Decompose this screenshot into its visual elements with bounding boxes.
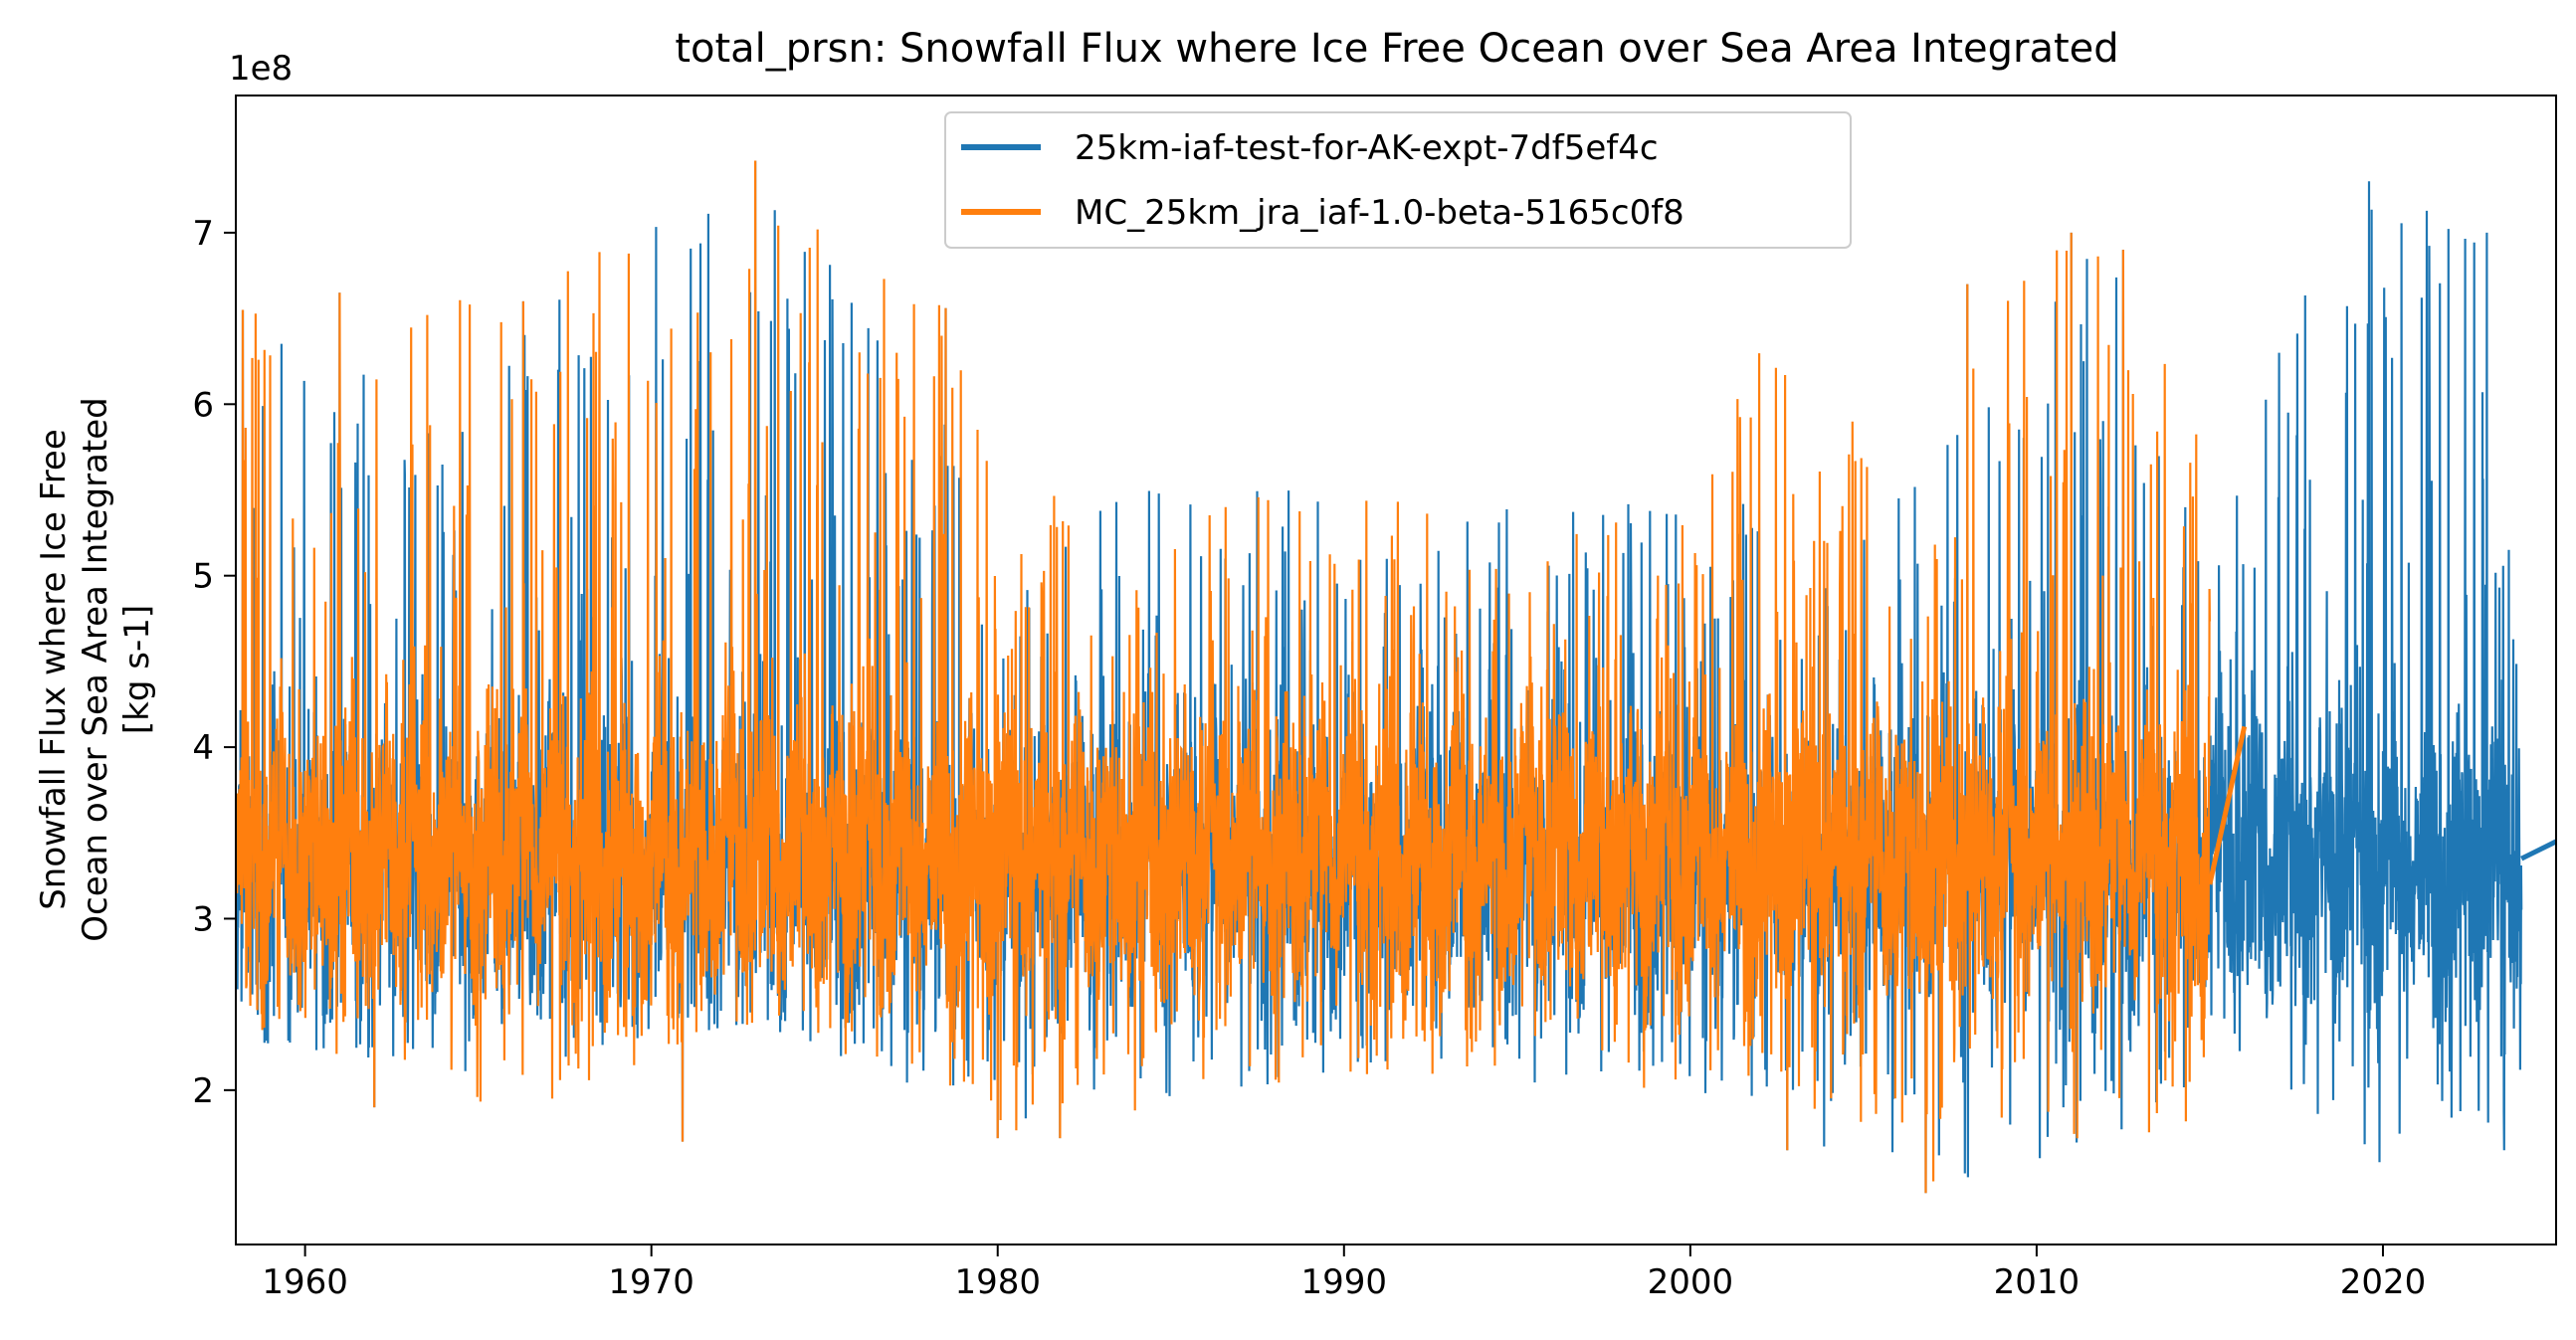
x-axis: 1960 1970 1980 1990 2000 2010 2020	[262, 1244, 2426, 1302]
x-tick-label: 2000	[1648, 1262, 1734, 1302]
y-tick-label: 4	[192, 728, 214, 768]
y-axis-title-line-3: [kg s-1]	[117, 605, 157, 734]
y-tick-label: 5	[192, 557, 214, 597]
y-axis-title: Snowfall Flux where Ice Free Ocean over …	[34, 397, 157, 941]
plot-frame	[235, 95, 2557, 1245]
series-line-mc-25km-jra	[236, 160, 2211, 1194]
y-axis-title-line-2: Ocean over Sea Area Integrated	[76, 397, 115, 941]
legend-box	[944, 111, 1852, 249]
series-layer	[236, 160, 2556, 1194]
x-tick-label: 1970	[608, 1262, 694, 1302]
y-tick-label: 3	[192, 899, 214, 939]
y-tick-label: 7	[192, 214, 214, 254]
y-tick-label: 2	[192, 1071, 214, 1111]
y-axis: 2 3 4 5 6 7	[192, 214, 236, 1111]
plot-area	[235, 95, 2557, 1245]
y-axis-title-line-1: Snowfall Flux where Ice Free	[34, 429, 74, 910]
x-tick-label: 1960	[262, 1262, 348, 1302]
x-tick-label: 1990	[1301, 1262, 1388, 1302]
legend-label-25km-iaf: 25km-iaf-test-for-AK-expt-7df5ef4c	[1075, 128, 1659, 168]
x-tick-label: 2020	[2340, 1262, 2427, 1302]
chart-title: total_prsn: Snowfall Flux where Ice Free…	[675, 26, 2118, 72]
x-tick-label: 2010	[1994, 1262, 2081, 1302]
y-tick-label: 6	[192, 385, 214, 425]
legend-label-mc-25km-jra: MC_25km_jra_iaf-1.0-beta-5165c0f8	[1075, 193, 1684, 233]
y-offset-label: 1e8	[229, 49, 293, 89]
legend: 25km-iaf-test-for-AK-expt-7df5ef4c MC_25…	[944, 111, 1852, 249]
series-tail-25km-iaf	[2520, 839, 2556, 861]
x-tick-label: 1980	[954, 1262, 1041, 1302]
series-tail-mc-25km-jra	[2207, 725, 2248, 885]
